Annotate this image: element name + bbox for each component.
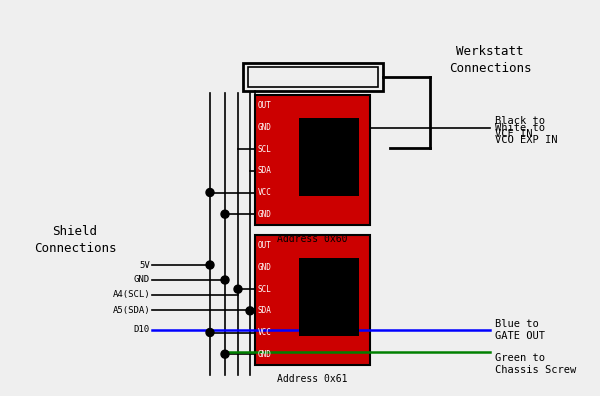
Text: Address 0x60: Address 0x60 — [277, 234, 348, 244]
Text: VCC: VCC — [258, 188, 272, 197]
Text: Green to
Chassis Screw: Green to Chassis Screw — [495, 353, 576, 375]
Text: A4(SCL): A4(SCL) — [112, 291, 150, 299]
Circle shape — [221, 210, 229, 218]
Text: Address 0x61: Address 0x61 — [277, 374, 348, 384]
Circle shape — [221, 350, 229, 358]
Text: Werkstatt
Connections: Werkstatt Connections — [449, 45, 531, 75]
Text: GND: GND — [258, 123, 272, 132]
Text: GND: GND — [258, 209, 272, 219]
Bar — [248, 67, 378, 87]
Circle shape — [234, 285, 242, 293]
Text: SDA: SDA — [258, 166, 272, 175]
Text: GND: GND — [134, 276, 150, 284]
Circle shape — [206, 329, 214, 337]
Text: SCL: SCL — [258, 145, 272, 154]
Text: Black to
VCF IN: Black to VCF IN — [495, 116, 545, 139]
Bar — [243, 63, 383, 91]
Text: OUT: OUT — [258, 241, 272, 250]
Text: VCC: VCC — [258, 328, 272, 337]
Circle shape — [206, 188, 214, 196]
Text: Shield
Connections: Shield Connections — [34, 225, 116, 255]
Circle shape — [221, 276, 229, 284]
Text: 5V: 5V — [139, 261, 150, 270]
Text: OUT: OUT — [258, 101, 272, 110]
Text: SCL: SCL — [258, 285, 272, 294]
Text: SDA: SDA — [258, 307, 272, 315]
Bar — [255, 95, 370, 225]
Circle shape — [246, 307, 254, 315]
Text: A5(SDA): A5(SDA) — [112, 305, 150, 314]
Text: Blue to
GATE OUT: Blue to GATE OUT — [495, 319, 545, 341]
Bar — [299, 118, 359, 196]
Circle shape — [206, 261, 214, 269]
Text: White to
VCO EXP IN: White to VCO EXP IN — [495, 123, 557, 145]
Text: D10: D10 — [134, 326, 150, 335]
Bar — [255, 235, 370, 365]
Bar — [299, 259, 359, 336]
Text: GND: GND — [258, 350, 272, 359]
Text: GND: GND — [258, 263, 272, 272]
